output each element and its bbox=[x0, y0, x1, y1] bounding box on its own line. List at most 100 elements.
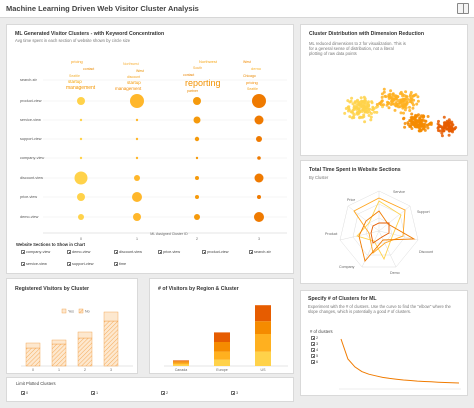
checkbox[interactable] bbox=[67, 262, 71, 266]
radar-series-0 bbox=[356, 200, 402, 261]
limit-cluster-label: 2 bbox=[166, 391, 169, 395]
bubble bbox=[135, 156, 139, 160]
scatter-point bbox=[412, 122, 416, 126]
region-label: Europe bbox=[216, 368, 228, 372]
scatter-point bbox=[421, 118, 425, 122]
checkbox[interactable] bbox=[21, 262, 25, 266]
scatter-point bbox=[389, 96, 393, 100]
scatter-point bbox=[352, 116, 356, 120]
radio[interactable] bbox=[311, 360, 315, 364]
keyword-label: management bbox=[115, 86, 142, 91]
filter-product[interactable]: product-view bbox=[202, 250, 229, 254]
checkbox[interactable] bbox=[91, 391, 95, 395]
scatter-point bbox=[403, 108, 407, 112]
keyword-label: Northwest bbox=[199, 59, 218, 64]
scatter-point bbox=[358, 116, 361, 120]
app-title: Machine Learning Driven Web Visitor Clus… bbox=[6, 4, 199, 13]
bubble-series bbox=[74, 94, 266, 222]
elbow-line bbox=[340, 338, 460, 384]
x-tick: 0 bbox=[32, 368, 34, 372]
scatter-point bbox=[396, 95, 400, 99]
book-icon[interactable] bbox=[457, 3, 469, 14]
filter-search[interactable]: search-str bbox=[249, 250, 271, 254]
region-bar-segment bbox=[214, 332, 230, 342]
keyword-label: demo bbox=[251, 66, 262, 71]
radio[interactable] bbox=[311, 354, 315, 358]
cluster-option-4[interactable]: 4 bbox=[311, 348, 318, 352]
bubble bbox=[195, 195, 199, 199]
scatter-point bbox=[349, 99, 353, 103]
bar-yes bbox=[103, 320, 119, 367]
filter-support[interactable]: support-view bbox=[67, 262, 94, 266]
filter-label: time bbox=[119, 262, 127, 266]
scatter-point bbox=[416, 99, 420, 103]
scatter-point bbox=[406, 101, 409, 104]
x-tick: 3 bbox=[110, 368, 112, 372]
bubble bbox=[74, 171, 88, 185]
legend-no: No bbox=[85, 310, 90, 314]
bubble bbox=[257, 156, 261, 160]
scatter-point bbox=[386, 100, 389, 104]
filter-price[interactable]: price-view bbox=[158, 250, 180, 254]
x-tick: 3 bbox=[258, 237, 260, 241]
limit-cluster-2[interactable]: 2 bbox=[161, 391, 168, 395]
checkbox[interactable] bbox=[231, 391, 235, 395]
radio[interactable] bbox=[311, 336, 315, 340]
scatter-point bbox=[357, 107, 361, 111]
elbow-curve bbox=[339, 338, 461, 390]
scatter-point bbox=[355, 103, 359, 107]
scatter-point bbox=[359, 96, 363, 100]
radio[interactable] bbox=[311, 348, 315, 352]
checkbox[interactable] bbox=[202, 250, 206, 254]
scatter-point bbox=[414, 93, 418, 97]
bubble bbox=[135, 118, 139, 122]
scatter-point bbox=[353, 101, 357, 105]
cluster-option-2[interactable]: 2 bbox=[311, 336, 318, 340]
keyword-label: South bbox=[193, 66, 202, 70]
radar-series-3 bbox=[370, 222, 390, 244]
region-bar-segment bbox=[173, 362, 189, 365]
cluster-option-3[interactable]: 3 bbox=[311, 342, 318, 346]
bubble bbox=[79, 118, 83, 122]
checkbox[interactable] bbox=[161, 391, 165, 395]
checkbox[interactable] bbox=[114, 250, 118, 254]
scatter-point bbox=[390, 99, 394, 103]
checkbox[interactable] bbox=[21, 391, 25, 395]
scatter-point bbox=[400, 104, 404, 108]
limit-cluster-3[interactable]: 3 bbox=[231, 391, 238, 395]
scatter-point bbox=[404, 103, 407, 107]
bubble bbox=[132, 192, 142, 202]
x-axis-ticks: 0 1 2 3 ML Assigned Cluster ID bbox=[80, 232, 260, 241]
filter-company[interactable]: company-view bbox=[21, 250, 50, 254]
scatter-point bbox=[437, 119, 440, 123]
scatter-point bbox=[367, 108, 371, 112]
checkbox[interactable] bbox=[158, 250, 162, 254]
region-bar-segment bbox=[214, 359, 230, 366]
scatter-point bbox=[360, 110, 364, 113]
checkbox[interactable] bbox=[21, 250, 25, 254]
limit-cluster-1[interactable]: 1 bbox=[91, 391, 98, 395]
limit-cluster-0[interactable]: 0 bbox=[21, 391, 28, 395]
filter-service[interactable]: service-view bbox=[21, 262, 47, 266]
radio[interactable] bbox=[311, 342, 315, 346]
filter-demo[interactable]: demo-view bbox=[67, 250, 90, 254]
keyword-label: reporting bbox=[185, 78, 221, 88]
scatter-point bbox=[363, 101, 367, 104]
cluster-option-6[interactable]: 6 bbox=[311, 360, 318, 364]
scatter-point bbox=[409, 124, 412, 128]
registered-bar-chart: Yes No 0 1 2 3 bbox=[21, 308, 133, 372]
keyword-label: West bbox=[136, 69, 144, 73]
filter-label: company-view bbox=[26, 250, 51, 254]
option-label: 5 bbox=[316, 354, 319, 358]
filter-time[interactable]: time bbox=[114, 262, 126, 266]
scatter-point bbox=[364, 109, 368, 113]
keyword-label: Chicago bbox=[243, 74, 256, 78]
region-stacked-bar-chart: Canada Europe US bbox=[164, 305, 288, 372]
scatter-point bbox=[404, 94, 408, 98]
filter-discount[interactable]: discount-view bbox=[114, 250, 142, 254]
checkbox[interactable] bbox=[67, 250, 71, 254]
cluster-option-5[interactable]: 5 bbox=[311, 354, 318, 358]
checkbox[interactable] bbox=[114, 262, 118, 266]
scatter-point bbox=[359, 100, 363, 104]
checkbox[interactable] bbox=[249, 250, 253, 254]
